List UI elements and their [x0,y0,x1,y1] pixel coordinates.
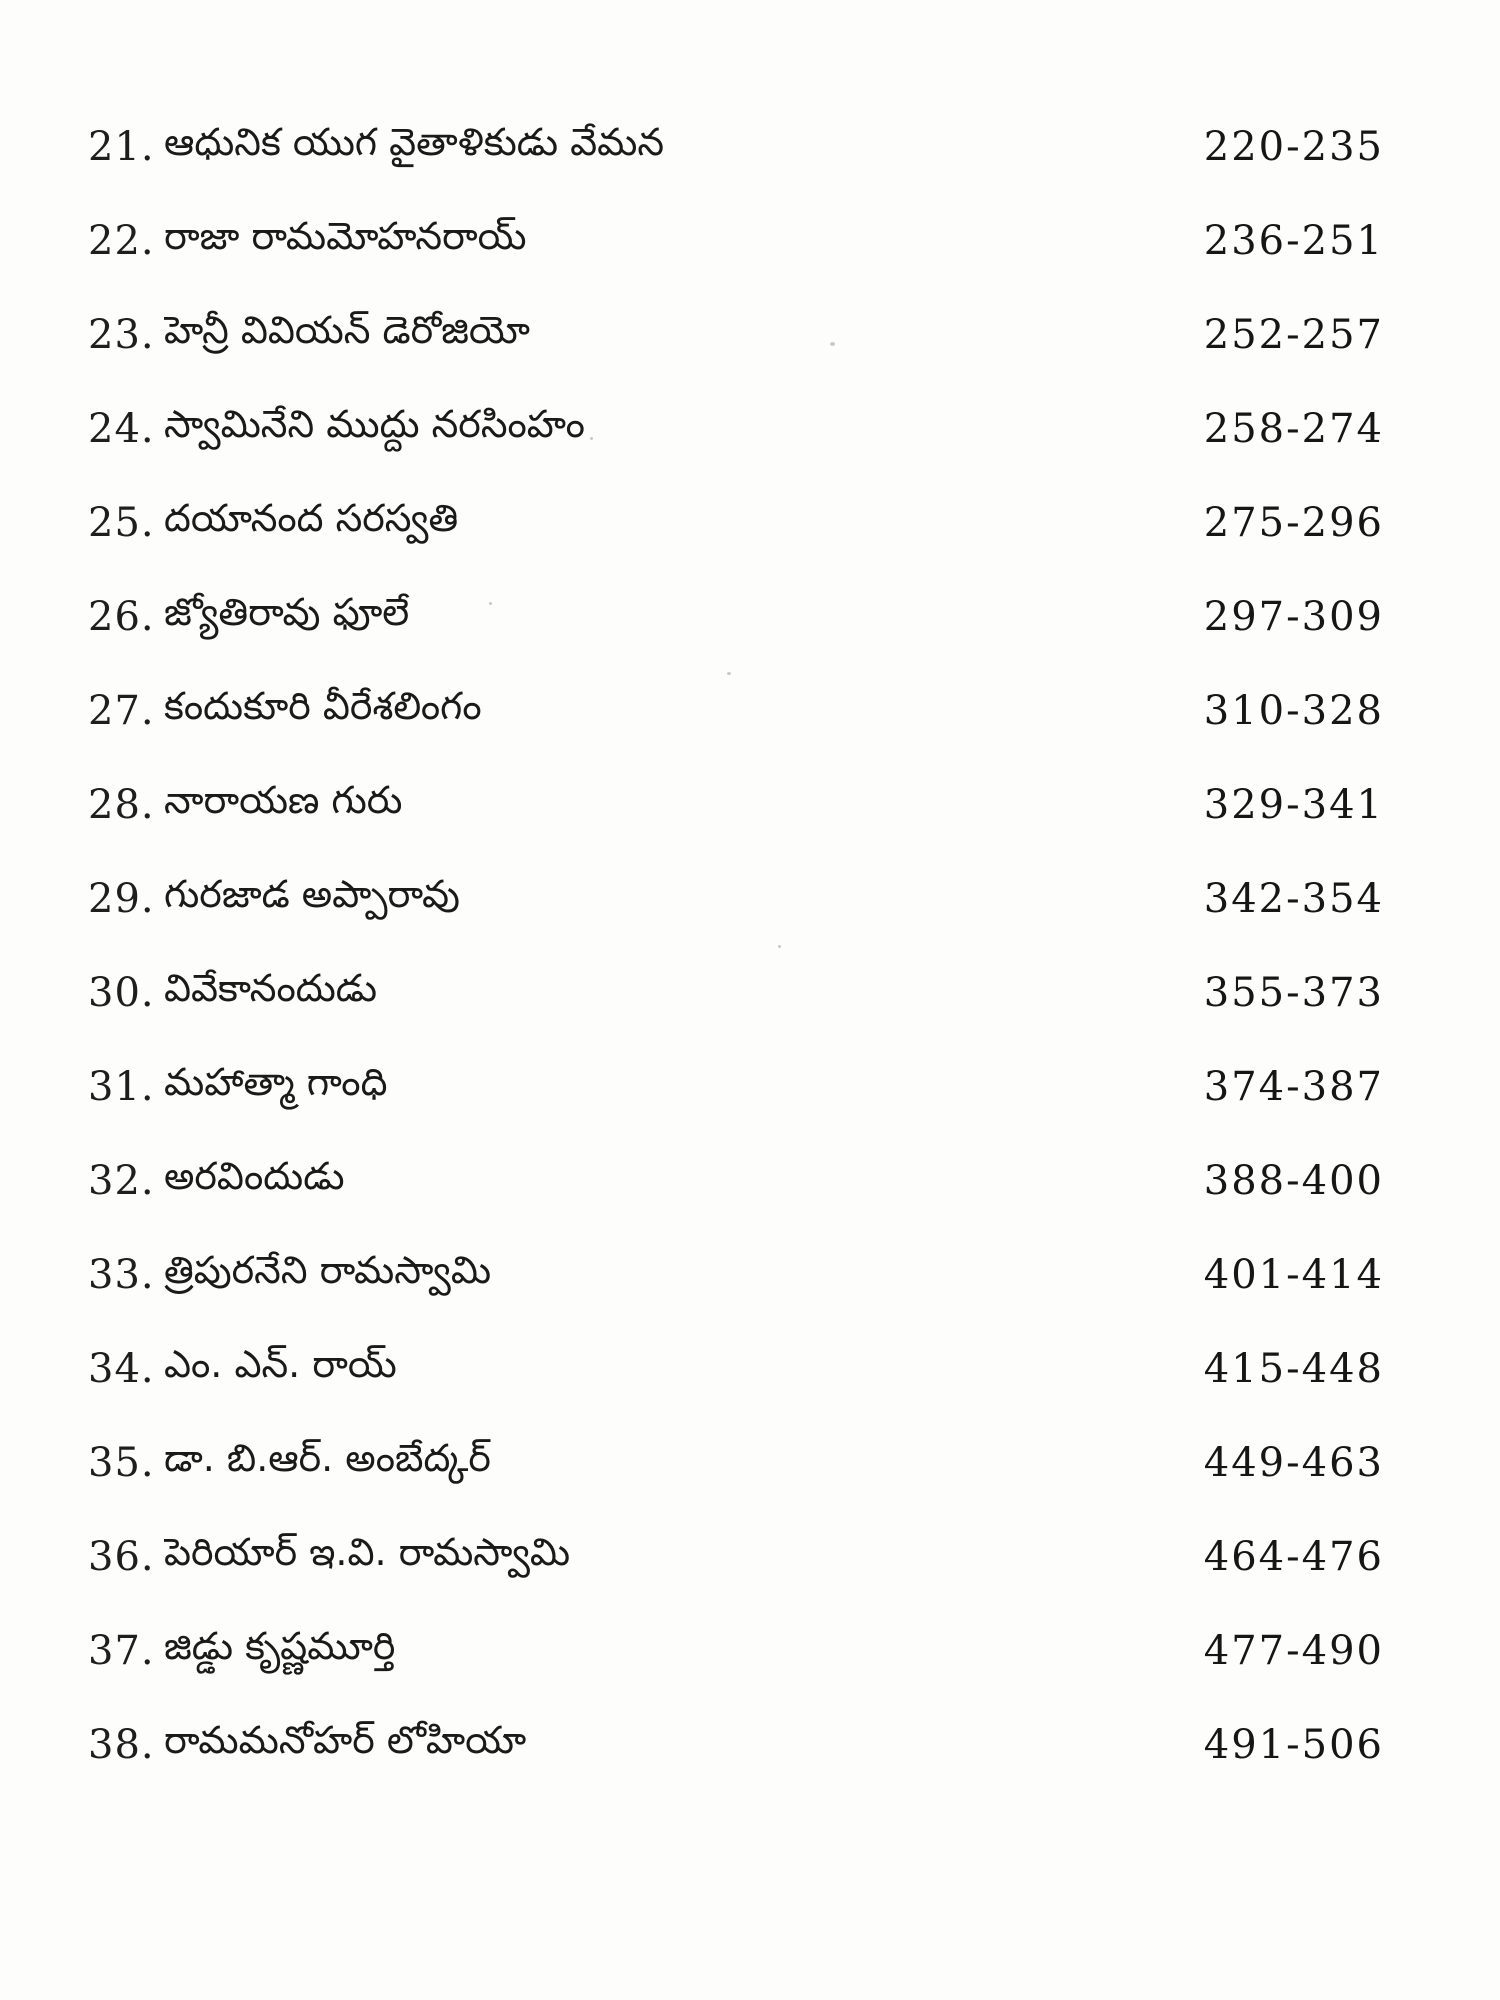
entry-number: 37. [88,1628,155,1674]
entry-page-range: 236-251 [1203,218,1384,264]
entry-number: 35. [88,1440,155,1486]
entry-title: జిడ్డు కృష్ణమూర్తి [164,1624,396,1668]
entry-title: జ్యోతిరావు ఫూలే [164,590,410,634]
entry-page-range: 477-490 [1203,1628,1384,1674]
entry-page-range: 275-296 [1203,500,1384,546]
entry-page-range: 388-400 [1203,1158,1384,1204]
entry-title: ఎం. ఎన్. రాయ్ [164,1342,397,1386]
entry-number: 32. [88,1158,155,1204]
entry-page-range: 449-463 [1203,1440,1384,1486]
entry-page-range: 491-506 [1203,1722,1384,1768]
toc-entry: 32. అరవిందుడు 388-400 [0,1134,1500,1228]
toc-entry: 25. దయానంద సరస్వతి 275-296 [0,476,1500,570]
entry-page-range: 464-476 [1203,1534,1384,1580]
entry-page-range: 374-387 [1203,1064,1384,1110]
entry-title: కందుకూరి వీరేశలింగం [164,684,482,728]
toc-entry: 30. వివేకానందుడు 355-373 [0,946,1500,1040]
entry-page-range: 342-354 [1203,876,1384,922]
scan-speck [778,945,781,948]
toc-entry: 34. ఎం. ఎన్. రాయ్ 415-448 [0,1322,1500,1416]
toc-entry: 31. మహాత్మా గాంధి 374-387 [0,1040,1500,1134]
toc-entry: 24. స్వామినేని ముద్దు నరసింహం 258-274 [0,382,1500,476]
entry-title: రామమనోహర్ లోహియా [164,1718,527,1762]
entry-title: అరవిందుడు [164,1154,345,1198]
entry-number: 36. [88,1534,155,1580]
entry-title: పెరియార్ ఇ.వి. రామస్వామి [164,1530,571,1574]
toc-entry: 33. త్రిపురనేని రామస్వామి 401-414 [0,1228,1500,1322]
entry-number: 28. [88,782,155,828]
entry-title: రాజా రామమోహనరాయ్ [164,214,527,258]
entry-page-range: 401-414 [1203,1252,1384,1298]
entry-title: త్రిపురనేని రామస్వామి [164,1248,492,1292]
entry-title: గురజాడ అప్పారావు [164,872,460,916]
toc-entry: 26. జ్యోతిరావు ఫూలే 297-309 [0,570,1500,664]
toc-entry: 21. ఆధునిక యుగ వైతాళికుడు వేమన 220-235 [0,100,1500,194]
entry-page-range: 415-448 [1203,1346,1384,1392]
entry-number: 33. [88,1252,155,1298]
entry-number: 27. [88,688,155,734]
entry-page-range: 297-309 [1203,594,1384,640]
entry-number: 38. [88,1722,155,1768]
entry-title: మహాత్మా గాంధి [164,1060,388,1104]
entry-number: 22. [88,218,155,264]
toc-entry: 22. రాజా రామమోహనరాయ్ 236-251 [0,194,1500,288]
entry-number: 26. [88,594,155,640]
scan-speck [590,437,593,440]
entry-page-range: 355-373 [1203,970,1384,1016]
toc-list: 21. ఆధునిక యుగ వైతాళికుడు వేమన 220-235 2… [0,100,1500,1792]
entry-title: వివేకానందుడు [164,966,377,1010]
entry-title: స్వామినేని ముద్దు నరసింహం [164,402,585,446]
entry-title: దయానంద సరస్వతి [164,496,459,540]
entry-title: హెన్రీ వివియన్ డెరోజియో [164,308,530,352]
entry-page-range: 329-341 [1203,782,1384,828]
toc-entry: 37. జిడ్డు కృష్ణమూర్తి 477-490 [0,1604,1500,1698]
entry-page-range: 258-274 [1203,406,1384,452]
toc-entry: 28. నారాయణ గురు 329-341 [0,758,1500,852]
entry-title: నారాయణ గురు [164,778,403,822]
entry-page-range: 252-257 [1203,312,1384,358]
entry-number: 30. [88,970,155,1016]
entry-number: 21. [88,124,155,170]
toc-entry: 36. పెరియార్ ఇ.వి. రామస్వామి 464-476 [0,1510,1500,1604]
toc-entry: 27. కందుకూరి వీరేశలింగం 310-328 [0,664,1500,758]
scan-speck [727,672,731,675]
entry-number: 31. [88,1064,155,1110]
toc-entry: 38. రామమనోహర్ లోహియా 491-506 [0,1698,1500,1792]
entry-number: 34. [88,1346,155,1392]
entry-number: 29. [88,876,155,922]
entry-title: ఆధునిక యుగ వైతాళికుడు వేమన [164,120,664,164]
entry-page-range: 220-235 [1203,124,1384,170]
entry-number: 25. [88,500,155,546]
toc-entry: 35. డా. బి.ఆర్. అంబేద్కర్ 449-463 [0,1416,1500,1510]
entry-title: డా. బి.ఆర్. అంబేద్కర్ [164,1436,491,1480]
toc-entry: 23. హెన్రీ వివియన్ డెరోజియో 252-257 [0,288,1500,382]
entry-number: 24. [88,406,155,452]
scan-speck [830,342,835,346]
scan-speck [489,602,492,605]
entry-number: 23. [88,312,155,358]
entry-page-range: 310-328 [1203,688,1384,734]
toc-entry: 29. గురజాడ అప్పారావు 342-354 [0,852,1500,946]
